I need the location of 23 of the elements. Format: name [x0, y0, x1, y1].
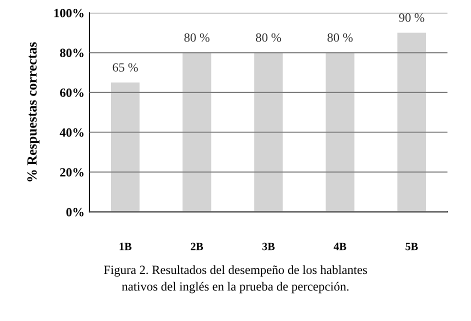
- bar: [110, 82, 140, 212]
- y-tick-label: 100%: [54, 8, 84, 18]
- x-tick-label: 4B: [334, 242, 346, 250]
- bar: [182, 52, 212, 212]
- text: 80 %: [328, 33, 353, 42]
- text: 80 %: [256, 33, 282, 42]
- x-tick-label: 2B: [190, 242, 204, 250]
- text: 80 %: [184, 33, 210, 42]
- y-axis-title: % Respuestas correctas: [27, 42, 40, 182]
- bar: [397, 32, 426, 212]
- text: Figura 2. Resultados del desempeño de los hablantes nativos del inglés en la prueba de percepción.: [104, 265, 367, 294]
- y-tick-label: 20%: [60, 168, 84, 177]
- text: 90 %: [399, 13, 424, 22]
- x-tick-label: 5B: [406, 242, 418, 250]
- bar: [326, 52, 354, 212]
- bar: [254, 52, 283, 212]
- text: 65 %: [112, 63, 138, 72]
- y-tick-label: 0%: [66, 208, 84, 216]
- x-tick-label: 1B: [120, 242, 132, 250]
- x-tick-label: 3B: [262, 242, 275, 250]
- y-tick-label: 60%: [60, 88, 84, 97]
- y-tick-label: 40%: [60, 128, 84, 137]
- y-tick-label: 80%: [60, 48, 84, 58]
